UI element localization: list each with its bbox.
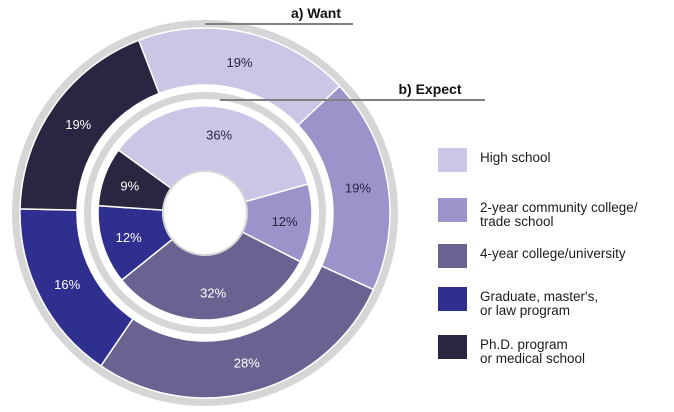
legend-swatch-community-college	[438, 198, 467, 222]
donut-hole	[162, 170, 248, 256]
legend-item-phd: Ph.D. program or medical school	[438, 335, 668, 375]
want-label-graduate-master-s-or-law-program: 16%	[54, 277, 80, 292]
want-slice-ph-d-program-or-medical-school	[19, 39, 161, 211]
ring-separator	[84, 92, 326, 334]
expect-label-2-year-community-college-trade-school: 12%	[272, 214, 298, 229]
expect-label-ph-d-program-or-medical-school: 9%	[120, 179, 139, 194]
legend-text-line: 2-year community college/	[480, 200, 638, 215]
expect-ring-title: b) Expect	[398, 81, 461, 97]
legend-label-university: 4-year college/university	[480, 244, 626, 261]
legend-text-line: or law program	[480, 303, 571, 318]
legend-swatch-high-school	[438, 148, 467, 172]
want-label-4-year-college-university: 28%	[234, 355, 260, 370]
legend-item-high-school: High school	[438, 148, 668, 198]
slice-labels: 19% 19% 28% 16% 19% 36% 12% 32% 12% 9%	[54, 55, 371, 370]
legend: High school 2-year community college/ tr…	[438, 148, 668, 375]
want-slice-4-year-college-university	[99, 264, 375, 399]
legend-text-line: Graduate, master's,	[480, 289, 599, 304]
legend-label-high-school: High school	[480, 148, 551, 165]
want-slice-high-school	[137, 27, 341, 127]
legend-text-line: Ph.D. program	[480, 337, 568, 352]
legend-text-line: 4-year college/university	[480, 246, 626, 261]
legend-label-phd: Ph.D. program or medical school	[480, 335, 585, 366]
legend-label-graduate: Graduate, master's, or law program	[480, 287, 598, 318]
want-label-high-school: 19%	[226, 55, 252, 70]
legend-text-line: or medical school	[480, 351, 586, 366]
inner-ring-expect	[97, 105, 313, 321]
legend-label-community-college: 2-year community college/ trade school	[480, 198, 638, 229]
legend-swatch-graduate	[438, 287, 467, 311]
legend-item-community-college: 2-year community college/ trade school	[438, 198, 668, 244]
expect-label-high-school: 36%	[206, 127, 232, 142]
legend-item-university: 4-year college/university	[438, 244, 668, 287]
want-label-ph-d-program-or-medical-school: 19%	[65, 117, 91, 132]
legend-text-line: High school	[480, 150, 551, 165]
want-label-2-year-community-college-trade-school: 19%	[345, 181, 371, 196]
legend-item-graduate: Graduate, master's, or law program	[438, 287, 668, 335]
legend-text-line: trade school	[480, 214, 554, 229]
legend-swatch-phd	[438, 335, 467, 359]
legend-swatch-university	[438, 244, 467, 268]
outer-ring-want	[19, 27, 391, 399]
expect-label-4-year-college-university: 32%	[200, 286, 226, 301]
want-ring-title: a) Want	[291, 5, 341, 21]
expect-label-graduate-master-s-or-law-program: 12%	[116, 230, 142, 245]
